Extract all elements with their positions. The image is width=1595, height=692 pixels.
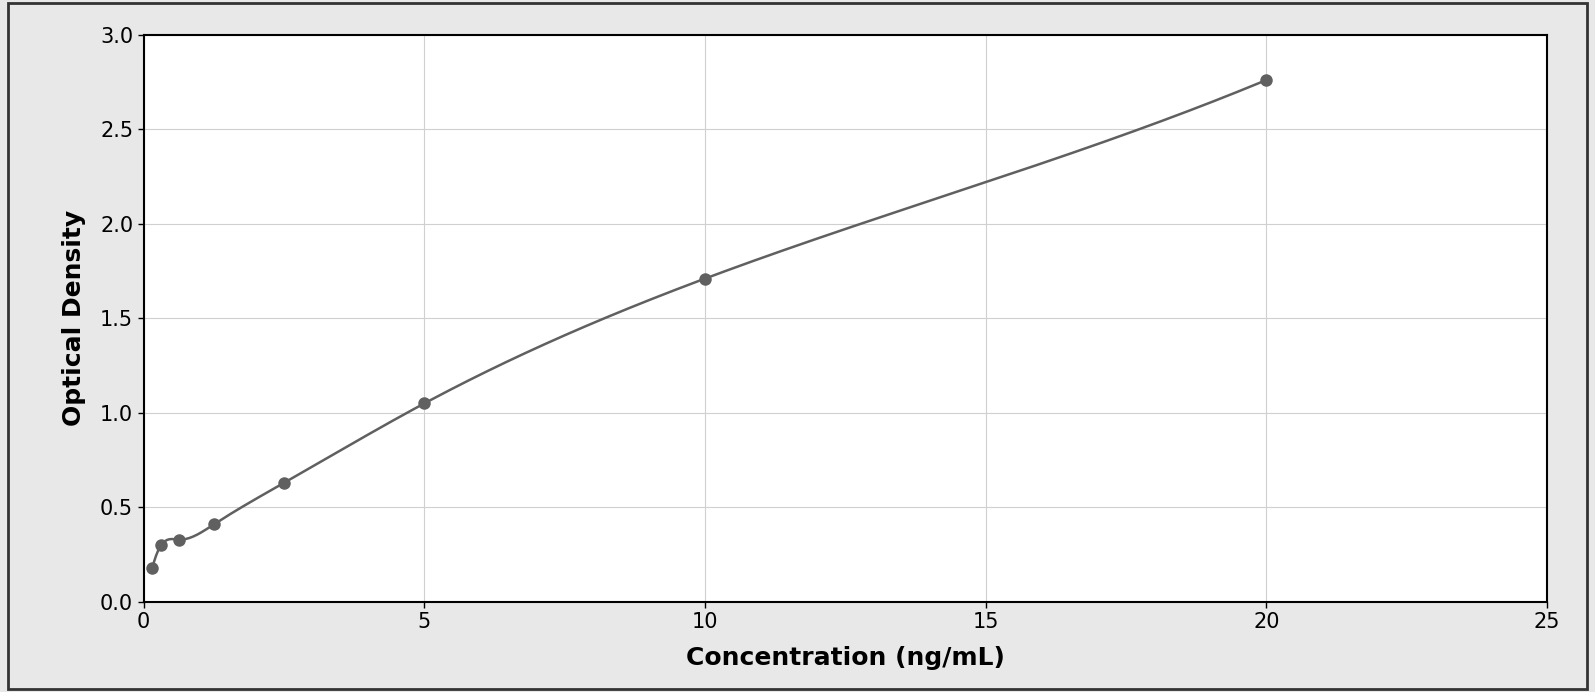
X-axis label: Concentration (ng/mL): Concentration (ng/mL) — [686, 646, 1005, 671]
Y-axis label: Optical Density: Optical Density — [62, 210, 86, 426]
